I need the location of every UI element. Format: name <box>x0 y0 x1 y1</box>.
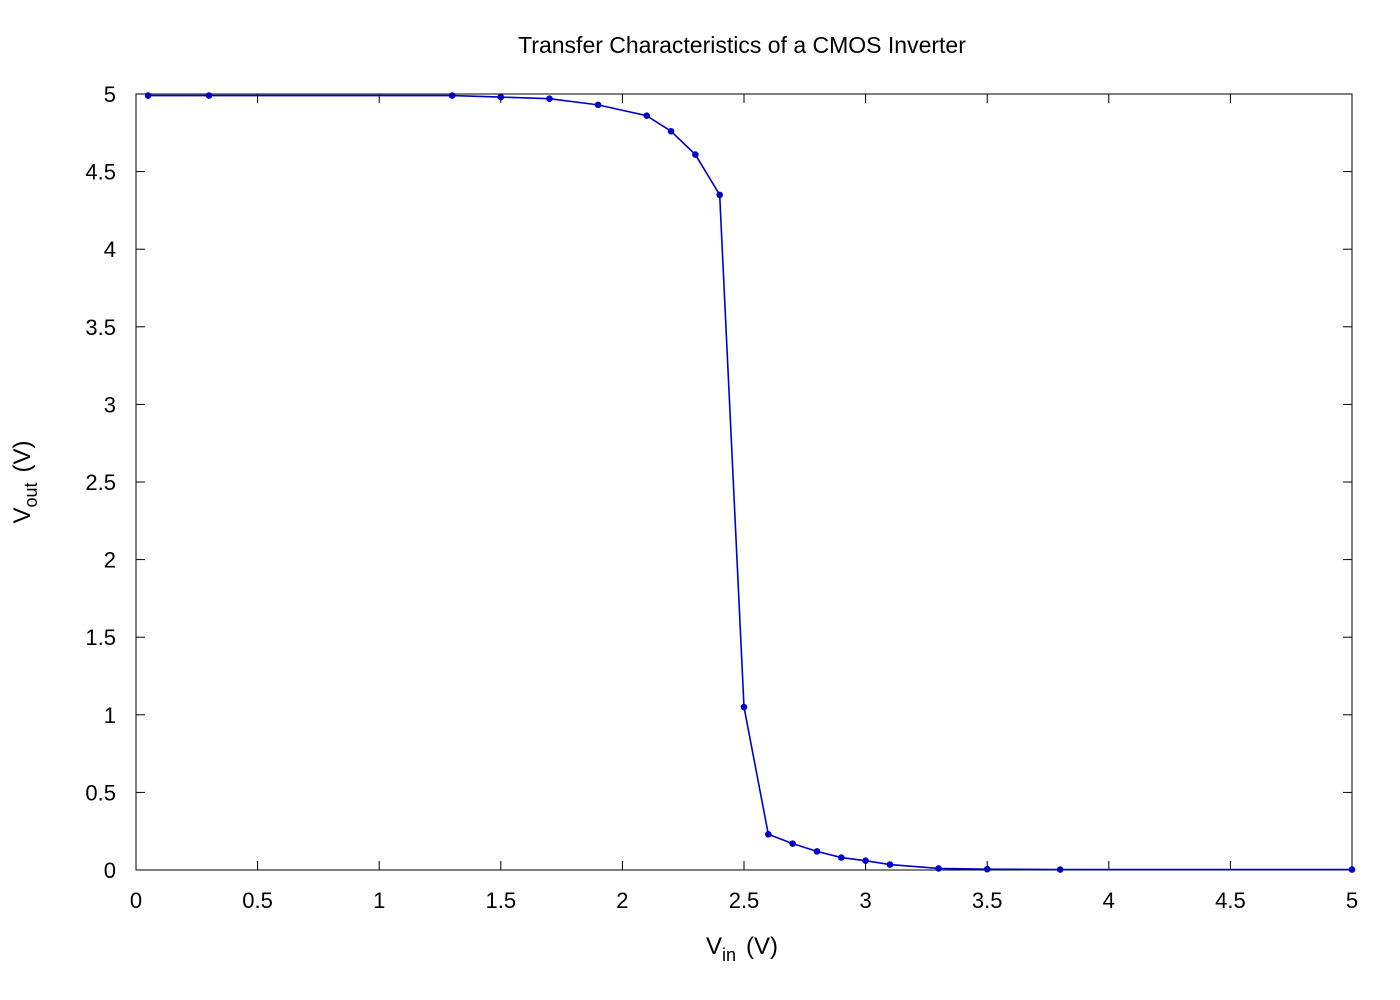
data-point <box>1056 866 1064 873</box>
x-tick-label: 2 <box>616 888 628 913</box>
y-tick-label: 1.5 <box>85 625 116 650</box>
data-point <box>935 865 942 872</box>
x-tick-labels: 0 0.5 1 1.5 2 2.5 3 3.5 4 4.5 5 <box>130 888 1358 913</box>
data-point <box>740 703 748 711</box>
y-tick-label: 2 <box>104 548 116 573</box>
x-tick-label: 0.5 <box>242 888 273 913</box>
y-tick-label: 5 <box>104 82 116 107</box>
y-tick-labels: 0 0.5 1 1.5 2 2.5 3 3.5 4 4.5 5 <box>85 82 116 883</box>
data-point <box>692 151 699 158</box>
data-point <box>862 857 869 864</box>
y-tick-label: 1 <box>104 703 116 728</box>
data-point <box>716 191 723 199</box>
x-tick-label: 3 <box>859 888 871 913</box>
y-axis-label-unit: (V) <box>9 440 36 472</box>
y-tick-label: 4 <box>104 237 116 262</box>
data-point <box>813 848 821 855</box>
y-tick-label: 3.5 <box>85 315 116 340</box>
data-point <box>983 865 991 873</box>
x-tick-label: 2.5 <box>729 888 760 913</box>
y-tick-label: 0 <box>104 858 116 883</box>
series-line <box>148 94 1352 871</box>
data-point <box>886 861 894 868</box>
x-tick-label: 4.5 <box>1215 888 1246 913</box>
data-point <box>594 101 602 109</box>
data-point <box>765 831 772 838</box>
y-tick-label: 3 <box>104 392 116 417</box>
data-point <box>205 92 213 99</box>
x-axis-label-sub: in <box>722 945 736 965</box>
data-point <box>837 854 845 861</box>
y-axis-label-sub: out <box>21 482 41 507</box>
x-tick-label: 1 <box>373 888 385 913</box>
series-layer <box>144 92 1356 873</box>
y-tick-label: 4.5 <box>85 160 116 185</box>
chart-title: Transfer Characteristics of a CMOS Inver… <box>518 32 966 58</box>
data-point <box>546 95 553 102</box>
data-point <box>789 840 796 847</box>
x-tick-label: 5 <box>1346 888 1358 913</box>
y-tick-label: 0.5 <box>85 780 116 805</box>
y-axis-label: Vout (V) <box>9 440 41 523</box>
data-point <box>144 92 152 99</box>
x-tick-label: 3.5 <box>972 888 1003 913</box>
x-tick-label: 0 <box>130 888 142 913</box>
x-axis-label-main: V <box>706 933 722 960</box>
y-tick-label: 2.5 <box>85 470 116 495</box>
data-point <box>497 93 505 101</box>
data-point <box>1348 866 1356 873</box>
x-tick-label: 1.5 <box>486 888 517 913</box>
axis-ticks <box>135 93 1353 871</box>
x-axis-label-unit: (V) <box>746 933 778 960</box>
y-axis-label-main: V <box>9 508 36 524</box>
plot-frame <box>135 93 1353 871</box>
data-point <box>448 92 456 99</box>
x-tick-label: 4 <box>1103 888 1115 913</box>
data-point <box>643 112 651 120</box>
x-axis-label: Vin (V) <box>706 933 778 965</box>
data-point <box>667 127 675 135</box>
